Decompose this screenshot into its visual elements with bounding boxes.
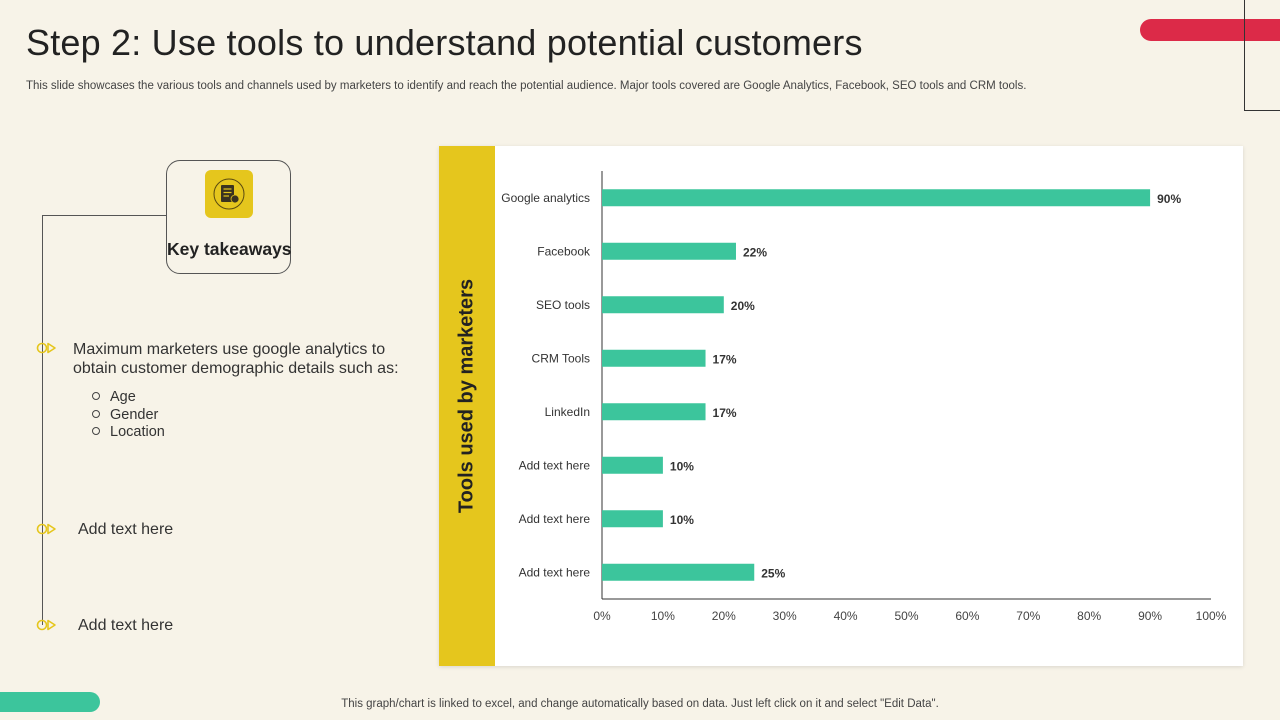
list-item: Location [92,424,165,442]
takeaway-point-1-line1: Maximum marketers use google analytics t… [73,341,386,358]
takeaway-point-3: Add text here [78,617,174,634]
takeaways-connector-vertical [42,215,43,625]
x-tick-label: 70% [1016,609,1040,623]
bar [602,189,1151,207]
decorative-teal-pill [0,692,100,712]
takeaways-connector-horizontal [42,215,167,216]
list-item: Age [92,389,165,407]
category-label: Add text here [519,512,591,526]
decorative-red-pill [1140,19,1280,41]
bar [602,242,736,260]
data-label: 25% [761,566,785,580]
document-icon [205,170,253,218]
bar [602,296,724,314]
key-takeaways-card: Key takeaways [166,160,292,274]
footer-note: This graph/chart is linked to excel, and… [341,698,939,710]
category-label: Google analytics [501,191,590,205]
data-label: 10% [670,459,694,473]
x-tick-label: 20% [712,609,736,623]
page-title: Step 2: Use tools to understand potentia… [26,22,863,63]
data-label: 10% [670,513,694,527]
data-label: 20% [731,299,755,313]
x-tick-label: 80% [1077,609,1101,623]
x-tick-label: 50% [894,609,918,623]
chart-card: Tools used by marketers 0% 10% 20% 30% 40% 50… [439,146,1243,666]
x-tick-label: 60% [955,609,979,623]
category-label: Add text here [519,458,591,472]
bar [602,563,755,581]
x-tick-label: 90% [1138,609,1162,623]
bar-chart: 0% 10% 20% 30% 40% 50% 60% 70% 80% 90% 100% Google … [501,171,1227,623]
category-label: CRM Tools [532,351,590,365]
bar [602,456,663,474]
x-tick-label: 100% [1196,609,1227,623]
x-tick-label: 10% [651,609,675,623]
x-tick-label: 40% [834,609,858,623]
data-label: 90% [1157,192,1181,206]
takeaway-point-2: Add text here [78,521,174,538]
bar [602,349,706,367]
takeaway-point-1-line2: obtain customer demographic details such… [73,360,399,377]
bar [602,510,663,528]
decorative-frame [1244,0,1280,111]
bullet-marker-icon [36,523,56,535]
data-label: 17% [713,406,737,420]
key-takeaways-heading: Key takeaways [167,239,292,259]
data-label: 17% [713,352,737,366]
list-item: Gender [92,407,165,425]
category-label: LinkedIn [545,405,590,419]
x-tick-label: 0% [593,609,611,623]
x-tick-label: 30% [773,609,797,623]
category-label: Facebook [537,244,591,258]
takeaway-point-1: Maximum marketers use google analytics t… [73,340,399,378]
category-label: Add text here [519,565,591,579]
data-label: 22% [743,245,767,259]
bullet-marker-icon [36,342,56,354]
page-subtitle: This slide showcases the various tools a… [26,80,1027,92]
demographics-list: Age Gender Location [92,389,165,442]
bar [602,403,706,421]
chart-side-band: Tools used by marketers [439,146,495,666]
bullet-marker-icon [36,619,56,631]
category-label: SEO tools [536,298,590,312]
